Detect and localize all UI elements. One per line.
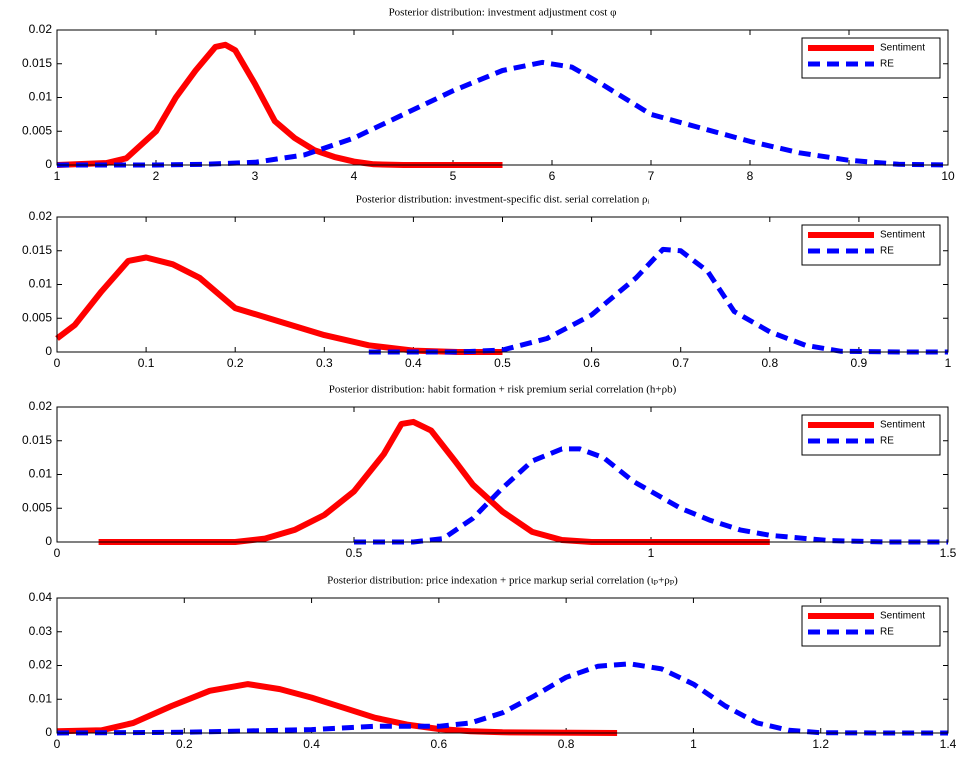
x-tick-label: 0.6 (431, 737, 448, 751)
y-tick-label: 0 (45, 725, 52, 739)
y-tick-label: 0 (45, 157, 52, 171)
legend-label: Sentiment (880, 420, 925, 431)
y-tick-label: 0.005 (22, 310, 52, 324)
axes-frame (56, 216, 949, 353)
y-tick-label: 0.015 (22, 56, 52, 70)
axes-frame (56, 406, 949, 543)
x-tick-label: 0.7 (672, 356, 689, 370)
x-tick-label: 0.8 (558, 737, 575, 751)
x-tick-label: 1 (690, 737, 697, 751)
y-tick-label: 0 (45, 344, 52, 358)
y-tick-label: 0.02 (29, 209, 53, 223)
x-tick-label: 0.5 (346, 546, 363, 560)
x-tick-label: 0 (54, 737, 61, 751)
x-tick-label: 7 (648, 169, 655, 183)
legend-label: Sentiment (880, 43, 925, 54)
x-tick-label: 0.1 (138, 356, 155, 370)
plot-area (57, 407, 948, 542)
y-tick-label: 0.02 (29, 658, 53, 672)
x-tick-label: 1.4 (940, 737, 957, 751)
x-tick-label: 0 (54, 546, 61, 560)
x-tick-label: 0.2 (227, 356, 244, 370)
series-line (98, 418, 770, 545)
series-line (56, 661, 948, 736)
y-tick-label: 0.015 (22, 243, 52, 257)
x-tick-label: 0.2 (176, 737, 193, 751)
y-tick-label: 0.02 (29, 22, 53, 36)
legend-box (801, 605, 941, 647)
legend-label: RE (880, 246, 894, 257)
chart-title: Posterior distribution: investment adjus… (389, 7, 617, 19)
x-tick-label: 1 (945, 356, 952, 370)
series-line (368, 246, 948, 355)
chart-title: Posterior distribution: price indexation… (327, 575, 678, 587)
axes-frame (56, 29, 949, 166)
x-tick-label: 2 (153, 169, 160, 183)
series-line (354, 446, 948, 545)
series-line (57, 59, 949, 168)
legend-box (801, 37, 941, 79)
x-tick-label: 4 (351, 169, 358, 183)
chart-title: Posterior distribution: investment-speci… (356, 194, 650, 206)
y-tick-label: 0.01 (29, 467, 53, 481)
legend-label: RE (880, 59, 894, 70)
x-tick-label: 0.9 (851, 356, 868, 370)
chart-title: Posterior distribution: habit formation … (329, 384, 677, 396)
x-tick-label: 1 (648, 546, 655, 560)
legend-label: RE (880, 627, 894, 638)
y-tick-label: 0.005 (22, 500, 52, 514)
x-tick-label: 9 (846, 169, 853, 183)
series-line (56, 681, 618, 736)
y-tick-label: 0.005 (22, 123, 52, 137)
y-tick-label: 0.01 (29, 90, 53, 104)
y-tick-label: 0.03 (29, 624, 53, 638)
y-tick-label: 0.015 (22, 433, 52, 447)
y-tick-label: 0.01 (29, 277, 53, 291)
x-tick-label: 0.5 (494, 356, 511, 370)
legend-box (801, 414, 941, 456)
legend-label: Sentiment (880, 611, 925, 622)
series-line (55, 254, 503, 355)
x-tick-label: 5 (450, 169, 457, 183)
y-tick-label: 0 (45, 534, 52, 548)
y-tick-label: 0.04 (29, 590, 53, 604)
x-tick-label: 0.6 (583, 356, 600, 370)
plot-area (57, 30, 948, 165)
x-tick-label: 1.2 (812, 737, 829, 751)
legend-label: RE (880, 436, 894, 447)
x-tick-label: 0.4 (405, 356, 422, 370)
legend-box (801, 224, 941, 266)
legend-label: Sentiment (880, 230, 925, 241)
x-tick-label: 8 (747, 169, 754, 183)
y-tick-label: 0.02 (29, 399, 53, 413)
y-tick-label: 0.01 (29, 691, 53, 705)
series-line (56, 41, 503, 168)
x-tick-label: 10 (941, 169, 955, 183)
x-tick-label: 0.3 (316, 356, 333, 370)
x-tick-label: 0 (54, 356, 61, 370)
x-tick-label: 0.8 (761, 356, 778, 370)
x-tick-label: 1.5 (940, 546, 957, 560)
x-tick-label: 0.4 (303, 737, 320, 751)
axes-frame (56, 597, 949, 734)
x-tick-label: 1 (54, 169, 61, 183)
x-tick-label: 6 (549, 169, 556, 183)
x-tick-label: 3 (252, 169, 259, 183)
